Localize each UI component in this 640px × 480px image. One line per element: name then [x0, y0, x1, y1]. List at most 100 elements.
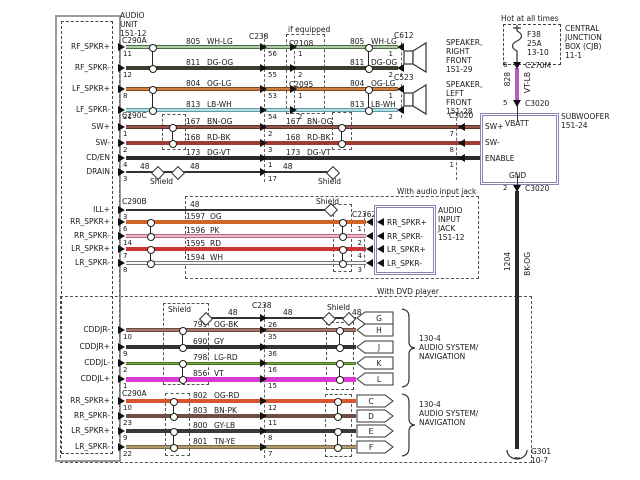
- connector-label: C612: [394, 31, 414, 40]
- harness-label: 130-4 AUDIO SYSTEM/ NAVIGATION: [419, 334, 479, 361]
- twisted-pair-icon: [149, 251, 151, 261]
- speaker-label: SPEAKER, LEFT FRONT 151-28: [446, 80, 483, 116]
- connector-arrow-icon: [260, 359, 267, 367]
- signal-label: LF_SPKR+: [72, 84, 110, 93]
- twisted-pair-loop-icon: [365, 107, 373, 115]
- pin-number: 1: [123, 382, 128, 390]
- pin-number: 7: [449, 130, 454, 138]
- twisted-pair-loop-icon: [147, 260, 155, 268]
- wire-number: 804: [350, 79, 365, 88]
- connector-arrow-icon: [260, 375, 267, 383]
- audio-unit-dashed: [61, 21, 113, 454]
- wire-number: 813: [350, 100, 365, 109]
- svg-text:G: G: [376, 314, 382, 323]
- twisted-pair-icon: [181, 365, 183, 377]
- twisted-pair-loop-icon: [339, 246, 347, 254]
- wire-color-code: OG-LG: [207, 79, 232, 88]
- twisted-pair-loop-icon: [334, 413, 342, 421]
- wire-856: [126, 376, 356, 382]
- pin-number: 17: [268, 175, 277, 183]
- ground-icon: [506, 449, 528, 461]
- pin-number: 8: [123, 92, 128, 100]
- jack-signal-label: RR_SPKR+: [387, 218, 427, 227]
- twisted-pair-loop-icon: [334, 428, 342, 436]
- wire-color-code: BN-PK: [214, 406, 237, 415]
- pin-number: 22: [123, 450, 132, 458]
- pin-number: 2: [298, 113, 303, 121]
- section-label: With DVD player: [377, 287, 439, 296]
- twisted-pair-loop-icon: [147, 219, 155, 227]
- pentagon-connector-C: C: [356, 394, 394, 408]
- pin-number: 5: [503, 99, 508, 107]
- twisted-pair-loop-icon: [170, 444, 178, 452]
- subwoofer-label: SUBWOOFER 151-24: [561, 112, 610, 130]
- wire-number: 801: [193, 437, 208, 446]
- connector-arrow-icon: [397, 106, 404, 114]
- pin-number: 7: [123, 252, 128, 260]
- wire-number: 805: [350, 37, 365, 46]
- twisted-pair-icon: [149, 224, 151, 234]
- wire-stub: [516, 104, 518, 121]
- connector-label: C3020: [449, 111, 474, 120]
- twisted-pair-loop-icon: [179, 376, 187, 384]
- wire-number: 48: [140, 162, 150, 171]
- twisted-pair-icon: [341, 251, 343, 261]
- connector-arrow-icon: [290, 43, 297, 51]
- hot-at-all-times-label: Hot at all times: [501, 14, 559, 23]
- audio-input-jack-box: [374, 205, 436, 275]
- connector-arrow-icon: [513, 185, 521, 192]
- twisted-pair-loop-icon: [339, 260, 347, 268]
- connector-arrow-icon: [118, 139, 125, 147]
- twisted-pair-loop-icon: [169, 140, 177, 148]
- pin-number: 8: [123, 266, 128, 274]
- twisted-pair-icon: [340, 129, 342, 141]
- twisted-pair-loop-icon: [149, 86, 157, 94]
- subwoofer-box: [480, 113, 559, 185]
- connector-arrow-icon: [260, 139, 267, 147]
- wire-number: 813: [186, 100, 201, 109]
- wire-color-code: WH-LG: [371, 37, 397, 46]
- connector-arrow-icon: [397, 64, 404, 72]
- pin-number: 1: [388, 50, 393, 58]
- signal-label: SW+: [91, 122, 110, 131]
- connector-arrow-icon: [377, 245, 384, 253]
- wire-color-code: LB-WH: [207, 100, 232, 109]
- pentagon-connector-D: D: [356, 409, 394, 423]
- connector-arrow-icon: [118, 218, 125, 226]
- wire-color-code: GY: [214, 337, 225, 346]
- svg-text:E: E: [369, 427, 374, 436]
- signal-label: RF_SPKR+: [71, 42, 110, 51]
- pin-number: 15: [268, 382, 277, 390]
- connector-arrow-icon: [366, 259, 373, 267]
- twisted-pair-loop-icon: [336, 360, 344, 368]
- wire-color-code: VT: [214, 369, 224, 378]
- signal-label: LR_SPKR-: [75, 442, 110, 451]
- pentagon-connector-L: L: [356, 372, 394, 386]
- wire-number: 48: [228, 308, 238, 317]
- jack-signal-label: RR_SPKR-: [387, 232, 423, 241]
- wire-stub: [516, 176, 518, 191]
- twisted-pair-loop-icon: [147, 246, 155, 254]
- twisted-pair-loop-icon: [179, 360, 187, 368]
- dashed-box: [286, 34, 325, 114]
- connector-label: C2362: [352, 210, 377, 219]
- wire-color-code: DG-VT: [207, 148, 231, 157]
- dashed-box: [325, 394, 352, 457]
- pin-number: 1: [357, 225, 362, 233]
- wire-color-code: OG: [210, 212, 222, 221]
- wire-number: 48: [283, 162, 293, 171]
- connector-arrow-icon: [397, 43, 404, 51]
- wire-color-code: OG-BK: [214, 320, 239, 329]
- jack-signal-label: LR_SPKR-: [387, 259, 422, 268]
- pin-number: 1: [388, 92, 393, 100]
- section-box: [60, 296, 532, 463]
- wire-number: 173: [286, 148, 301, 157]
- connector-label: C290A: [122, 389, 147, 398]
- pin-number: 12: [268, 404, 277, 412]
- shield-label: Shield: [318, 177, 342, 186]
- speaker-icon: [403, 41, 429, 74]
- wire-number: 173: [186, 148, 201, 157]
- wire-167: [126, 125, 480, 129]
- wire-48: [126, 171, 329, 173]
